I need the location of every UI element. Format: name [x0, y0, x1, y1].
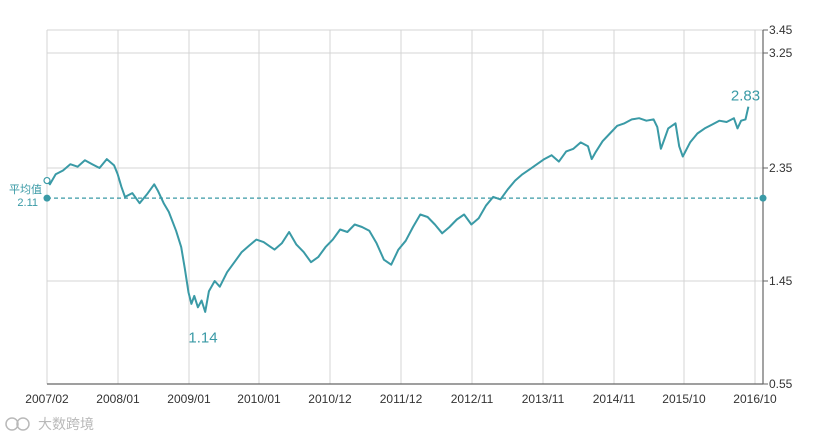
x-tick-label: 2007/02 — [25, 392, 69, 406]
axes: 2007/02 2008/01 2009/01 2010/01 2010/12 2011/… — [25, 23, 792, 406]
x-tick-label: 2008/01 — [96, 392, 140, 406]
watermark-text: 大数跨境 — [38, 416, 94, 432]
x-tick-label: 2014/11 — [593, 392, 636, 406]
series-start-point — [43, 176, 51, 185]
x-tick-label: 2012/11 — [451, 392, 494, 406]
y-tick-label: 3.25 — [769, 46, 793, 60]
average-marker-right — [759, 194, 767, 202]
series-group — [43, 106, 750, 313]
x-tick-label: 2010/01 — [237, 392, 281, 406]
annotations: 1.14 2.83 — [188, 88, 760, 347]
x-tick-label: 2010/12 — [308, 392, 352, 406]
x-tick-label: 2011/12 — [380, 392, 423, 406]
max-annotation: 2.83 — [731, 88, 760, 105]
series-line — [46, 106, 750, 313]
x-tick-label: 2013/11 — [522, 392, 565, 406]
x-tick-label: 2016/10 — [733, 392, 777, 406]
weibo-logo-icon — [5, 417, 30, 431]
average-value: 2.11 — [17, 197, 38, 209]
x-tick-label: 2015/10 — [662, 392, 706, 406]
watermark: 大数跨境 — [5, 416, 94, 432]
y-tick-label: 2.35 — [769, 161, 793, 175]
y-tick-label: 1.45 — [769, 274, 793, 288]
y-tick-label: 3.45 — [769, 23, 793, 37]
grid — [46, 29, 763, 385]
average-marker-left — [43, 194, 51, 202]
x-tick-label: 2009/01 — [167, 392, 211, 406]
min-annotation: 1.14 — [188, 329, 217, 346]
y-tick-label: 0.55 — [769, 377, 793, 391]
average-label: 平均值 — [9, 183, 42, 196]
